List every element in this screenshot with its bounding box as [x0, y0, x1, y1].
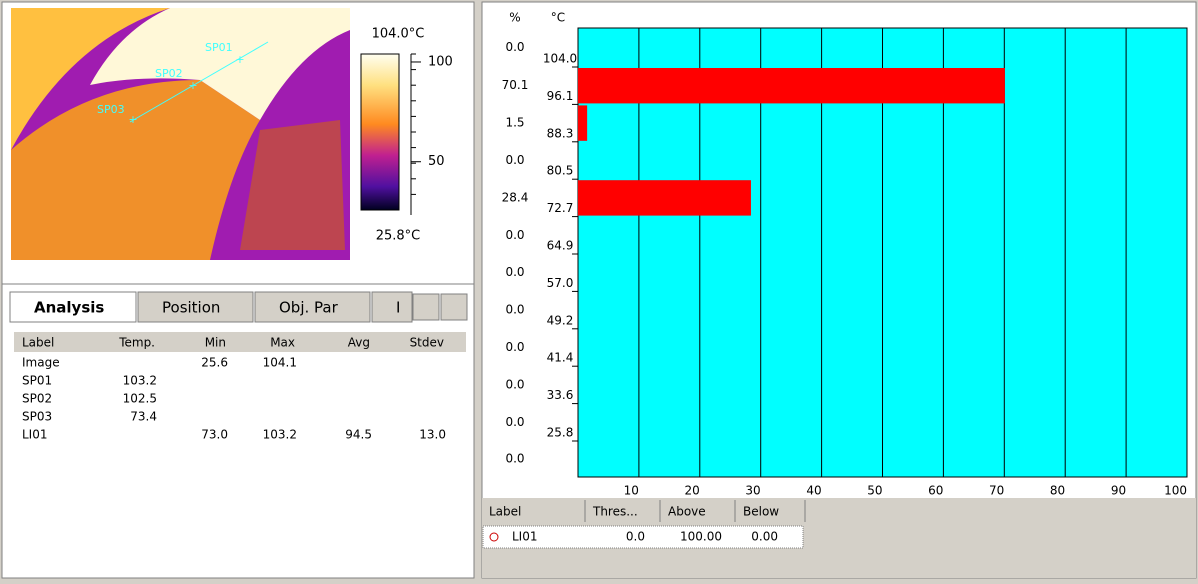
table-cell: 103.2 — [263, 428, 297, 442]
y-tick-label: 104.0 — [543, 52, 577, 66]
table-cell: 25.6 — [201, 356, 228, 370]
table-cell: 102.5 — [123, 392, 157, 406]
column-header[interactable]: Label — [22, 336, 54, 350]
spot-label: SP02 — [155, 67, 183, 80]
y-tick-label: 33.6 — [547, 388, 574, 402]
x-tick-label: 80 — [1050, 484, 1065, 498]
tab[interactable] — [372, 292, 412, 322]
x-tick-label: 100 — [1164, 484, 1187, 498]
y-tick-label: 72.7 — [547, 201, 574, 215]
table-cell: SP03 — [22, 410, 52, 424]
x-tick-label: 10 — [624, 484, 639, 498]
column-header[interactable]: Above — [668, 505, 706, 519]
value-label: 0.0 — [505, 40, 524, 54]
table-cell: 0.0 — [626, 530, 645, 544]
x-tick-label: 90 — [1111, 484, 1126, 498]
image-pad — [11, 260, 350, 282]
tab-label[interactable]: I — [396, 299, 400, 317]
column-header[interactable]: Temp. — [118, 336, 155, 350]
value-label: 0.0 — [505, 303, 524, 317]
y-tick-label: 57.0 — [547, 276, 574, 290]
x-tick-label: 60 — [928, 484, 943, 498]
value-label: 0.0 — [505, 153, 524, 167]
table-cell: 104.1 — [263, 356, 297, 370]
scale-tick-label: 50 — [428, 154, 445, 169]
column-header[interactable]: Min — [205, 336, 226, 350]
column-header[interactable]: Max — [270, 336, 295, 350]
bar — [578, 68, 1005, 103]
value-label: 0.0 — [505, 340, 524, 354]
spot-marker: + — [188, 79, 197, 92]
table-cell: 103.2 — [123, 374, 157, 388]
bar — [578, 105, 587, 140]
column-header[interactable]: Label — [489, 505, 521, 519]
bar — [578, 180, 751, 215]
table-cell: SP02 — [22, 392, 52, 406]
y-tick-label: 41.4 — [547, 351, 574, 365]
y-tick-label: 25.8 — [547, 426, 574, 440]
table-cell: 0.00 — [751, 530, 778, 544]
table-cell: 13.0 — [419, 428, 446, 442]
y-tick-label: 49.2 — [547, 313, 574, 327]
x-tick-label: 40 — [806, 484, 821, 498]
spot-marker: + — [128, 113, 137, 126]
scale-min-label: 25.8°C — [376, 229, 421, 244]
scale-max-label: 104.0°C — [372, 27, 425, 42]
y-tick-label: 64.9 — [547, 239, 574, 253]
value-label: 1.5 — [505, 116, 524, 130]
spot-label: SP01 — [205, 41, 233, 54]
table-cell: LI01 — [512, 530, 538, 544]
value-label: 70.1 — [502, 78, 529, 92]
value-label: 28.4 — [502, 190, 529, 204]
table-cell: 94.5 — [345, 428, 372, 442]
y-tick-label: 96.1 — [547, 89, 574, 103]
tab-label[interactable]: Analysis — [34, 299, 104, 317]
tab-label[interactable]: Position — [162, 299, 220, 317]
y-tick-label: 80.5 — [547, 164, 574, 178]
value-label: 0.0 — [505, 415, 524, 429]
x-tick-label: 70 — [989, 484, 1004, 498]
table-cell: SP01 — [22, 374, 52, 388]
x-tick-label: 20 — [685, 484, 700, 498]
value-label: 0.0 — [505, 452, 524, 466]
value-label: 0.0 — [505, 228, 524, 242]
x-unit-label: % — [509, 11, 520, 25]
table-header — [14, 332, 466, 352]
table-cell: 73.4 — [130, 410, 157, 424]
value-label: 0.0 — [505, 377, 524, 391]
color-scale — [361, 54, 399, 210]
column-header[interactable]: Stdev — [410, 336, 444, 350]
app-window: +SP01+SP02+SP03104.0°C25.8°C10050Analysi… — [0, 0, 1198, 580]
value-label: 0.0 — [505, 265, 524, 279]
tab-scroll[interactable] — [441, 294, 467, 320]
table-cell: LI01 — [22, 428, 48, 442]
column-header[interactable]: Avg — [348, 336, 370, 350]
column-header[interactable]: Thres... — [592, 505, 638, 519]
row-icon — [490, 533, 498, 541]
tab-scroll[interactable] — [413, 294, 439, 320]
x-tick-label: 50 — [867, 484, 882, 498]
table-cell: Image — [22, 356, 60, 370]
table-cell: 100.00 — [680, 530, 722, 544]
spot-label: SP03 — [97, 103, 125, 116]
column-header[interactable]: Below — [743, 505, 779, 519]
y-unit-label: °C — [551, 11, 565, 25]
scale-tick-label: 100 — [428, 54, 453, 69]
tab-label[interactable]: Obj. Par — [279, 299, 339, 317]
spot-marker: + — [235, 53, 244, 66]
x-tick-label: 30 — [745, 484, 760, 498]
y-tick-label: 88.3 — [547, 126, 574, 140]
table-cell: 73.0 — [201, 428, 228, 442]
